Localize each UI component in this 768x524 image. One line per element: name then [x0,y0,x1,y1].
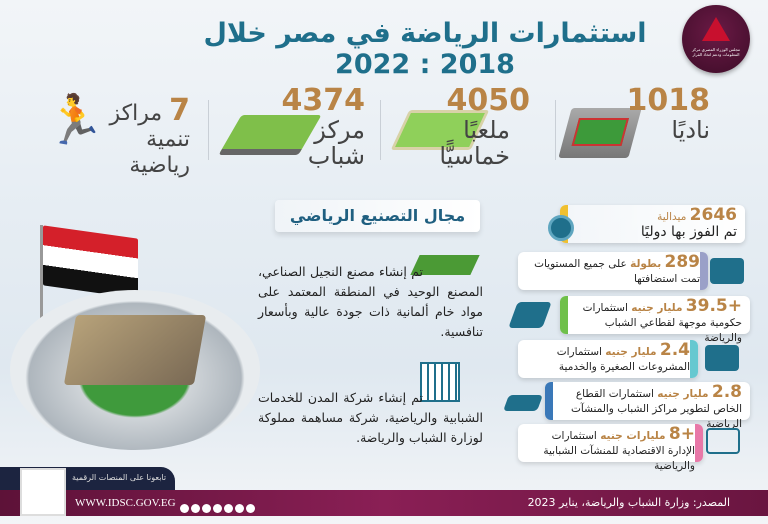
card-value: +8 [668,424,695,444]
qr-code[interactable] [20,468,66,516]
manufacturing-item: تم إنشاء مصنع النجيل الصناعي، المصنع الو… [258,264,483,339]
card-text: استثمارات الإدارة الاقتصادية للمنشآت الش… [543,430,695,472]
egypt-flag [43,225,138,299]
banknote-building-illustration [63,315,207,385]
card-text: استثمارات حكومية موجهة لقطاعي الشباب وال… [582,302,742,344]
stat-card-medals: 2646 ميدالية تم الفوز بها دوليًا [560,205,745,243]
logo-text: مجلس الوزراء المصري مركز المعلومات ودعم … [691,47,741,57]
stat-number: 1018 [626,83,711,118]
stat-label: مركز شباب [307,116,365,170]
card-value: 289 [664,252,701,272]
divider [555,100,556,160]
youtube-icon[interactable] [224,504,233,513]
stat-clubs: 1018 ناديًا [626,83,711,144]
social-icons [178,498,255,517]
stat-pitches: 4050 ملعبًا خماسيًّا [439,83,531,170]
flag-pole [40,225,43,345]
telegram-icon[interactable] [246,504,255,513]
stat-card-economic-management: +8 مليارات جنيه استثمارات الإدارة الاقتص… [518,424,703,472]
manufacturing-item: تم إنشاء شركة المدن للخدمات الشبابية وال… [258,390,483,445]
follow-text: تابعونا على المنصات الرقمية [72,473,167,482]
source-text: المصدر: وزارة الشباب والرياضة، يناير 202… [527,496,730,509]
idsc-logo: مجلس الوزراء المصري مركز المعلومات ودعم … [682,5,750,73]
card-unit: بطولة [630,258,662,270]
twitter-icon[interactable] [191,504,200,513]
card-value: 2.4 [659,340,690,360]
page-title: استثمارات الرياضة في مصر خلال 2018 : 202… [203,18,647,80]
stat-label: مراكز تنمية رياضية [109,101,190,178]
website-link[interactable]: WWW.IDSC.GOV.EG [75,497,176,509]
medal-icon [548,215,574,241]
facility-icon [706,428,740,454]
card-unit: مليار جنيه [657,388,709,400]
divider [208,100,209,160]
stat-card-small-projects: 2.4 مليار جنيه استثمارات المشروعات الصغي… [518,340,698,378]
card-unit: مليار جنيه [605,346,657,358]
stat-label: ملعبًا خماسيًّا [439,116,510,170]
stat-number: 4050 [446,83,531,118]
arena-icon [710,258,744,284]
card-text: تم الفوز بها دوليًا [640,224,737,240]
stat-sport-centers: 7 مراكز تنمية رياضية [90,95,190,179]
stat-card-private-sector: 2.8 مليار جنيه استثمارات القطاع الخاص لت… [545,382,750,430]
stat-number: 7 [169,93,190,128]
company-building-icon [420,362,460,402]
divider [380,100,381,160]
stat-card-gov-investment: +39.5 مليار جنيه استثمارات حكومية موجهة … [560,296,750,344]
stat-label: ناديًا [671,116,710,144]
linkedin-icon[interactable] [213,504,222,513]
card-unit: ميدالية [657,211,687,223]
card-value: 2646 [689,205,737,225]
cash-bundle-icon [503,395,543,411]
card-unit: مليارات جنيه [600,430,666,442]
card-value: 2.8 [711,382,742,402]
facebook-icon[interactable] [180,504,189,513]
footer-bar: WWW.IDSC.GOV.EG المصدر: وزارة الشباب وال… [0,490,768,516]
card-unit: مليار جنيه [631,302,683,314]
stat-card-championships: 289 بطولة على جميع المستويات تمت استضافت… [518,252,708,290]
card-text: استثمارات المشروعات الصغيرة والخدمية [556,346,690,373]
section-heading: مجال التصنيع الرياضي [275,200,480,232]
card-text: على جميع المستويات تمت استضافتها [534,258,700,285]
hand-money-icon [705,345,739,371]
flickr-icon[interactable] [235,504,244,513]
runner-icon: 🏃 [45,92,105,148]
instagram-icon[interactable] [202,504,211,513]
card-value: +39.5 [685,296,742,316]
stat-number: 4374 [281,83,366,118]
card-text: استثمارات القطاع الخاص لتطوير مراكز الشب… [571,388,742,430]
money-stack-icon [508,302,552,328]
stat-youth-centers: 4374 مركز شباب [280,83,366,170]
